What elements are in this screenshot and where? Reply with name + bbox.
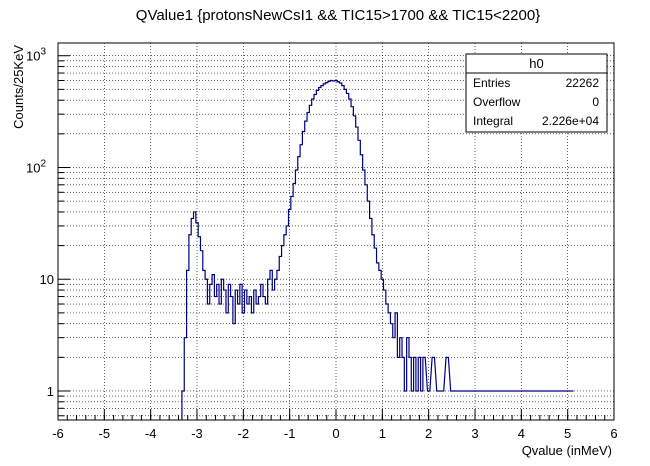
x-tick-label: -4	[145, 426, 157, 441]
x-tick-label: 2	[425, 426, 432, 441]
y-tick-label: 103	[26, 47, 46, 64]
stats-value: 22262	[566, 76, 600, 90]
x-tick-label: 1	[379, 426, 386, 441]
stats-value: 0	[592, 95, 599, 109]
x-tick-label: 6	[610, 426, 617, 441]
x-tick-label: -2	[238, 426, 250, 441]
x-tick-label: -6	[52, 426, 64, 441]
x-tick-label: 5	[564, 426, 571, 441]
chart-title: QValue1 {protonsNewCsI1 && TIC15>1700 &&…	[136, 7, 540, 24]
x-tick-label: -3	[191, 426, 203, 441]
histogram-line	[181, 79, 574, 420]
x-axis: -6 -5 -4 -3 -2 -1 0 1 2 3 4 5 6	[52, 409, 618, 441]
stats-label: Entries	[473, 76, 510, 90]
stats-label: Overflow	[473, 95, 521, 109]
stats-value: 2.226e+04	[542, 114, 599, 128]
y-tick-label: 102	[26, 158, 46, 175]
series-group	[181, 79, 574, 420]
x-tick-label: -5	[99, 426, 111, 441]
stats-frame	[465, 53, 608, 133]
y-tick-label: 1	[47, 384, 54, 399]
x-axis-label: Qvalue (inMeV)	[522, 443, 612, 458]
x-tick-label: 3	[471, 426, 478, 441]
x-tick-label: -1	[284, 426, 296, 441]
x-tick-label: 0	[332, 426, 339, 441]
x-tick-label: 4	[518, 426, 525, 441]
y-tick-label: 10	[40, 272, 54, 287]
y-axis: 1 10 102 103	[26, 47, 70, 417]
stats-box: h0 Entries 22262 Overflow 0 Integral 2.226e+04	[465, 53, 608, 133]
stats-label: Integral	[473, 114, 513, 128]
stats-title: h0	[529, 56, 543, 71]
y-axis-label: Counts/25KeV	[11, 45, 26, 129]
